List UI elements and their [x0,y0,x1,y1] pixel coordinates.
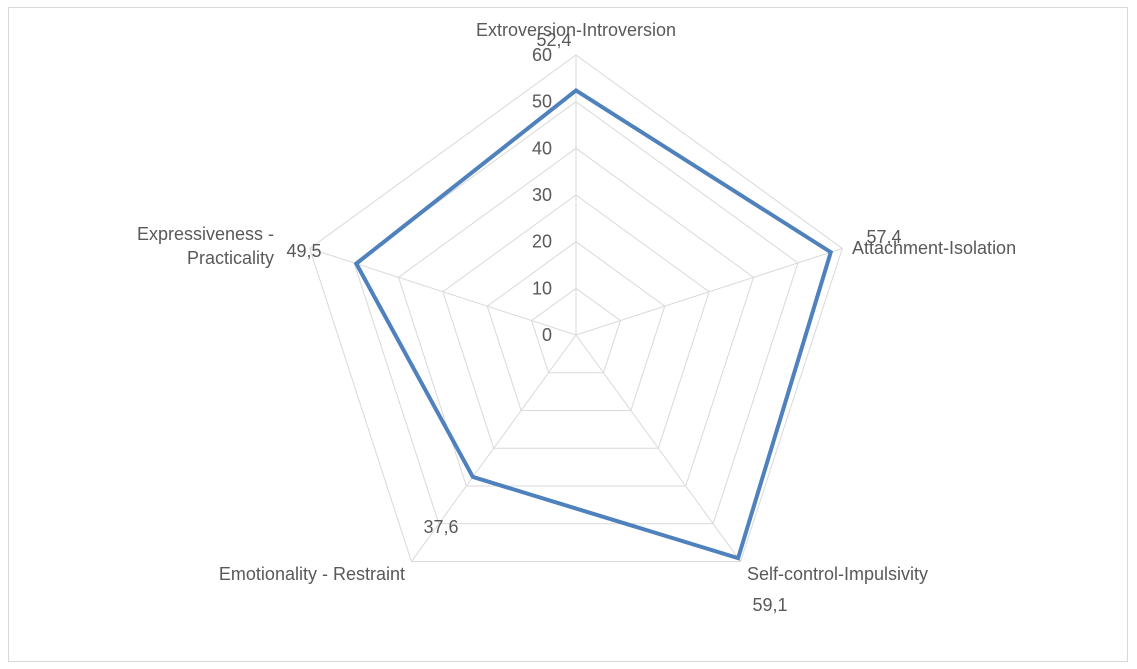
tick-label: 60 [532,45,552,65]
grid-spoke [411,334,577,562]
radar-labels: 0 10 20 30 40 50 60 Extroversion-Introversion At… [137,20,1016,615]
tick-label: 10 [532,278,552,298]
series-line [353,88,834,561]
category-label: Extroversion-Introversion [476,20,676,40]
data-label: 49,5 [286,241,321,261]
category-label: Attachment-Isolation [852,238,1016,258]
tick-label: 30 [532,185,552,205]
grid-spoke [575,247,843,336]
data-label: 37,6 [423,517,458,537]
radar-grid [309,54,843,563]
grid-ring [397,147,755,487]
data-label: 52,4 [536,30,571,50]
category-label: Expressiveness -Practicality [137,224,274,268]
grid-ring [442,194,710,449]
grid-ring [309,54,843,563]
category-label: Self-control-Impulsivity [747,564,928,584]
grid-ring [486,241,666,412]
radar-series [353,88,834,561]
tick-label: 50 [532,92,552,112]
data-label: 57,4 [866,227,901,247]
grid-spoke [575,334,741,562]
tick-label: 0 [542,325,552,345]
category-label: Emotionality - Restraint [219,564,405,584]
chart-area [8,7,1128,662]
tick-label: 20 [532,232,552,252]
data-label: 59,1 [752,595,787,615]
tick-label: 40 [532,138,552,158]
grid-ring [531,287,621,374]
